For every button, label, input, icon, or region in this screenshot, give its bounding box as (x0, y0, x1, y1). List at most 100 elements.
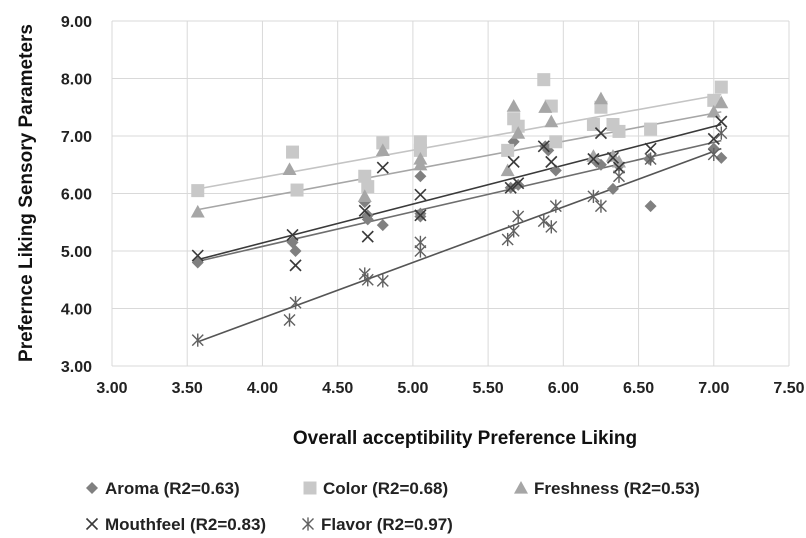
triangle-marker-shape (605, 149, 620, 162)
x-marker-stroke (545, 155, 558, 168)
flavor-point (289, 296, 302, 310)
freshness-point (586, 149, 601, 162)
x-marker-stroke (612, 161, 626, 174)
diamond-marker-shape (644, 200, 657, 213)
mouthfeel-point (191, 249, 204, 262)
legend-label-mouthfeel: Mouthfeel (R2=0.83) (105, 515, 266, 534)
mouthfeel-point (612, 161, 626, 174)
freshness-point (190, 204, 205, 218)
square-marker-shape (501, 143, 515, 157)
triangle-marker-shape (357, 189, 372, 202)
x-tick-label: 3.50 (172, 380, 203, 397)
x-marker-stroke (286, 228, 299, 241)
diamond-marker-shape (594, 158, 607, 171)
x-marker-stroke (358, 204, 371, 217)
triangle-marker-shape (538, 100, 553, 113)
diamond-marker-shape (606, 182, 619, 195)
legend-label-freshness: Freshness (R2=0.53) (534, 479, 700, 498)
mouthfeel-point (286, 228, 299, 241)
mouthfeel-point (512, 177, 525, 190)
square-marker-shape (644, 122, 658, 136)
diamond-marker-shape (512, 178, 525, 191)
flavor-point (594, 199, 607, 213)
color-point (537, 73, 551, 87)
y-axis-title: Prefernce Liking Sensory Parameters (16, 24, 37, 362)
freshness-point (538, 100, 553, 113)
color-point (290, 183, 304, 197)
color-trendline (197, 93, 722, 190)
flavor-point (507, 224, 520, 238)
mouthfeel-point (707, 132, 720, 145)
legend-marker-freshness (514, 481, 528, 494)
flavor-point (644, 152, 657, 166)
color-point (358, 169, 372, 183)
square-marker-shape (286, 145, 300, 159)
freshness-point (714, 95, 729, 109)
x-tick-label: 5.50 (473, 380, 504, 397)
freshness-point (413, 157, 428, 171)
x-tick-label: 4.50 (322, 380, 353, 397)
axis-tick-labels: 3.00 3.50 4.00 4.50 5.00 5.50 6.00 6.50 7.00 7.50… (61, 14, 805, 397)
x-marker-stroke (512, 177, 525, 190)
color-point (501, 143, 515, 157)
mouthfeel-point (376, 161, 389, 174)
mouthfeel-point (361, 230, 374, 243)
color-point (644, 122, 658, 136)
triangle-marker-shape (544, 114, 559, 128)
flavor-point (537, 214, 550, 228)
mouthfeel-point (644, 142, 657, 155)
aroma-point (606, 182, 619, 195)
square-marker-shape (358, 169, 372, 183)
freshness-point (282, 162, 297, 175)
x-tick-label: 7.50 (773, 380, 804, 397)
legend-label-aroma: Aroma (R2=0.63) (105, 479, 240, 498)
x-marker-stroke (715, 115, 728, 128)
mouthfeel-point (594, 127, 608, 140)
x-marker-stroke (606, 151, 620, 164)
flavor-point (414, 244, 427, 258)
x-tick-label: 4.00 (247, 380, 278, 397)
diamond-marker-shape (361, 213, 374, 226)
flavor-point (715, 126, 728, 140)
triangle-marker-shape (514, 481, 528, 494)
mouthfeel-point (414, 188, 427, 201)
y-tick-label: 7.00 (61, 129, 92, 146)
triangle-marker-shape (706, 104, 721, 118)
square-marker-shape (612, 124, 626, 138)
freshness-point (706, 104, 721, 118)
mouthfeel-point (289, 259, 302, 272)
triangle-marker-shape (586, 149, 601, 162)
x-tick-label: 7.00 (698, 380, 729, 397)
diamond-marker-shape (715, 151, 728, 164)
diamond-marker-shape (86, 482, 98, 494)
freshness-point (506, 99, 521, 112)
flavor-point (587, 189, 600, 203)
square-marker-shape (290, 183, 304, 197)
flavor-point (549, 199, 562, 213)
mouthfeel-point (606, 151, 620, 164)
triangle-marker-shape (375, 143, 390, 156)
x-marker-stroke (361, 230, 374, 243)
freshness-point (605, 149, 620, 162)
grid-lines (111, 20, 790, 367)
color-point (376, 136, 390, 150)
triangle-marker-shape (413, 157, 428, 171)
flavor-point (283, 313, 296, 327)
mouthfeel-trendline (197, 123, 722, 261)
aroma-point (414, 170, 427, 183)
legend-label-color: Color (R2=0.68) (323, 479, 448, 498)
aroma-point (512, 178, 525, 191)
diamond-marker-shape (643, 153, 656, 165)
trend-lines (197, 93, 722, 343)
color-point (191, 184, 205, 198)
aroma-point (644, 200, 657, 213)
legend-label-flavor: Flavor (R2=0.97) (321, 515, 453, 534)
color-point (286, 145, 300, 159)
x-tick-label: 3.00 (96, 380, 127, 397)
x-marker-stroke (507, 155, 520, 168)
x-tick-label: 5.00 (397, 380, 428, 397)
diamond-marker-shape (414, 170, 427, 183)
square-marker-shape (303, 481, 317, 495)
x-marker-stroke (85, 517, 99, 531)
x-marker-stroke (414, 188, 427, 201)
